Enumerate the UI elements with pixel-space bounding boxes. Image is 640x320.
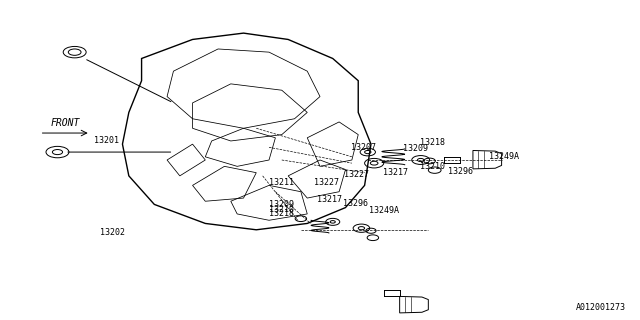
Text: 13296: 13296 <box>342 199 367 208</box>
Text: 13202: 13202 <box>100 228 125 237</box>
Text: 13209: 13209 <box>269 200 294 209</box>
Text: FRONT: FRONT <box>51 118 80 128</box>
Text: 13209: 13209 <box>403 144 428 153</box>
Text: 13218: 13218 <box>269 209 294 219</box>
Text: 13217: 13217 <box>383 168 408 177</box>
Text: 13249A: 13249A <box>369 206 399 215</box>
Text: 13210: 13210 <box>269 205 294 214</box>
Text: 13249A: 13249A <box>488 152 518 161</box>
Text: A012001273: A012001273 <box>576 303 626 312</box>
Text: 13218: 13218 <box>420 138 445 147</box>
Text: 13201: 13201 <box>94 136 119 146</box>
Text: 13296: 13296 <box>448 167 473 176</box>
Text: 13227: 13227 <box>314 178 339 187</box>
Text: 13217: 13217 <box>317 195 342 204</box>
Text: 13210: 13210 <box>420 162 445 171</box>
Text: 13227: 13227 <box>344 170 369 179</box>
Text: 13207: 13207 <box>351 143 376 152</box>
Text: 13211: 13211 <box>269 178 294 187</box>
